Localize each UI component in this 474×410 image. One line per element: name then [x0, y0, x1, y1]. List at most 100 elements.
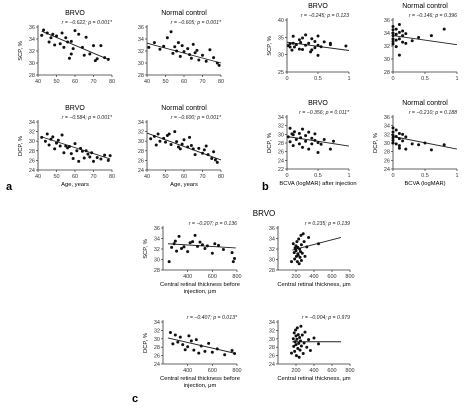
data-point [230, 251, 234, 255]
data-point [394, 128, 398, 132]
y-tick-label: 32 [29, 130, 35, 136]
y-tick-label: 24 [29, 168, 35, 174]
data-point [423, 141, 427, 145]
data-point [67, 144, 71, 148]
data-point [310, 142, 314, 146]
correlation-annotation: r = −0.605; p = 0.001* [171, 20, 222, 26]
data-point [291, 41, 295, 45]
data-point [223, 353, 227, 357]
y-axis-label: DCP, % [267, 133, 273, 153]
data-point [401, 29, 405, 33]
data-point [299, 324, 303, 328]
data-point [192, 348, 196, 352]
y-tick-label: 30 [278, 53, 284, 59]
correlation-annotation: r = −0.004; p = 0.979 [302, 315, 350, 321]
data-point [297, 47, 301, 51]
data-point [394, 38, 398, 42]
correlation-annotation: r = −0.245; p = 0.123 [301, 13, 349, 19]
data-point [292, 251, 296, 255]
data-point [317, 342, 320, 346]
x-tick-label: 600 [327, 368, 336, 374]
x-tick-label: 60 [72, 79, 78, 85]
data-point [103, 56, 107, 60]
data-point [99, 44, 103, 48]
data-point [316, 53, 320, 57]
data-point [71, 156, 75, 160]
y-tick-label: 30 [29, 139, 35, 145]
y-tick-label: 28 [138, 149, 144, 155]
data-point [397, 53, 401, 57]
y-tick-label: 24 [278, 158, 284, 164]
data-point [217, 63, 221, 67]
data-point [77, 159, 81, 163]
data-point [176, 145, 180, 149]
x-tick-label: 800 [232, 274, 241, 280]
data-point [95, 57, 99, 61]
data-point [307, 338, 311, 342]
data-point [297, 237, 301, 241]
data-point [199, 344, 203, 348]
data-point [208, 48, 212, 52]
data-point [176, 41, 180, 45]
data-point [58, 42, 62, 46]
data-point [288, 42, 292, 46]
data-point [186, 145, 190, 149]
x-tick-label: 0.5 [314, 173, 322, 179]
x-tick-label: 80 [109, 174, 115, 180]
data-point [92, 159, 95, 163]
y-tick-label: 32 [154, 328, 160, 334]
data-point [180, 246, 183, 250]
data-point [73, 29, 77, 33]
data-point [88, 52, 92, 56]
data-point [167, 260, 171, 264]
data-point [297, 131, 301, 135]
y-axis-label: SCP, % [143, 239, 149, 259]
data-point [310, 48, 314, 52]
data-point [295, 337, 299, 341]
data-point [303, 254, 307, 258]
data-point [108, 154, 112, 158]
x-axis-label: Central retinal thickness, μm [277, 282, 350, 288]
data-point [181, 343, 185, 347]
y-tick-label: 26 [154, 354, 160, 360]
data-point [90, 151, 94, 155]
data-point [394, 45, 398, 49]
x-tick-label: 0.5 [421, 76, 429, 82]
y-tick-label: 32 [384, 44, 390, 50]
y-tick-label: 32 [138, 49, 144, 55]
data-point [193, 51, 197, 55]
data-point [60, 133, 64, 137]
x-tick-label: 70 [199, 79, 205, 85]
data-point [417, 36, 421, 40]
y-tick-label: 34 [154, 320, 160, 326]
x-tick-label: 1 [347, 76, 350, 82]
data-point [303, 330, 307, 334]
data-point [294, 138, 298, 142]
data-point [80, 149, 84, 153]
data-point [297, 142, 301, 146]
data-point [301, 145, 304, 149]
y-tick-label: 32 [269, 247, 275, 253]
data-point [296, 333, 300, 337]
subplot-title: Normal control [161, 10, 207, 17]
data-point [313, 132, 317, 136]
correlation-annotation: r = −0.356; p = 0.011* [299, 110, 350, 116]
data-point [42, 28, 46, 32]
data-point [169, 30, 173, 34]
data-point [391, 25, 395, 28]
data-point [316, 34, 320, 38]
correlation-annotation: r = −0.407; p = 0.013* [187, 315, 238, 321]
data-point [58, 144, 62, 148]
data-point [158, 139, 162, 143]
data-point [84, 35, 88, 39]
data-point [82, 53, 86, 57]
data-point [173, 333, 177, 337]
data-point [49, 36, 53, 40]
y-tick-label: 28 [138, 73, 144, 79]
data-point [62, 151, 66, 155]
x-tick-label: 1 [455, 173, 458, 179]
data-point [80, 45, 84, 49]
y-tick-label: 30 [269, 258, 275, 264]
data-point [203, 246, 207, 250]
data-point [290, 48, 294, 52]
